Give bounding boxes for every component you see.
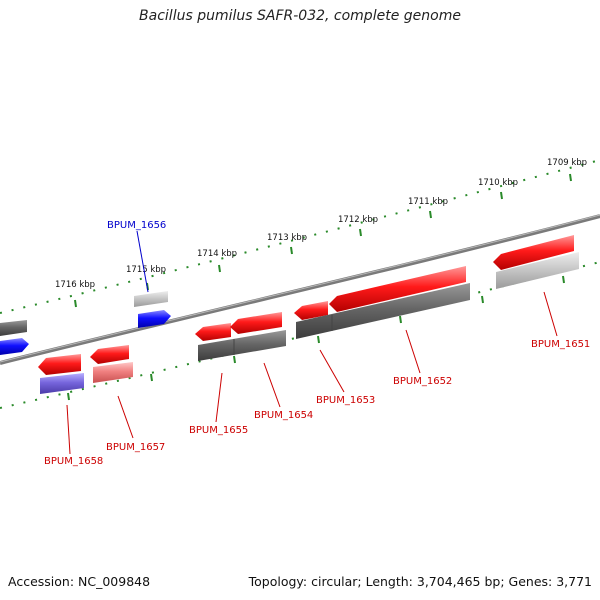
gene-dark-1653-1652[interactable] [296, 283, 470, 339]
gene-bpum-1656-light[interactable] [134, 291, 168, 307]
gene-bpum-1651[interactable] [493, 235, 574, 270]
gene-bpum-1658[interactable] [38, 354, 81, 375]
scale-label-1709: 1709 kbp [547, 158, 587, 168]
gene-label-bpum-1653[interactable]: BPUM_1653 [316, 395, 375, 406]
topology-text: Topology: circular; Length: 3,704,465 bp… [248, 574, 592, 589]
gene-bpum-1657-pink[interactable] [93, 362, 133, 383]
scale-label-1711: 1711 kbp [408, 197, 448, 207]
gene-left-blue[interactable] [0, 338, 29, 355]
gene-label-bpum-1655[interactable]: BPUM_1655 [189, 425, 248, 436]
gene-label-bpum-1657[interactable]: BPUM_1657 [106, 442, 165, 453]
scale-label-1714: 1714 kbp [197, 249, 237, 259]
gene-label-bpum-1656[interactable]: BPUM_1656 [107, 220, 166, 231]
gene-left-dark[interactable] [0, 320, 27, 336]
scale-label-1716: 1716 kbp [55, 280, 95, 290]
scale-label-1715: 1715 kbp [126, 265, 166, 275]
gene-bpum-1653[interactable] [294, 301, 328, 320]
scale-label-1710: 1710 kbp [478, 178, 518, 188]
scale-label-1712: 1712 kbp [338, 215, 378, 225]
scale-label-1713: 1713 kbp [267, 233, 307, 243]
gene-label-bpum-1651[interactable]: BPUM_1651 [531, 339, 590, 350]
map-title: Bacillus pumilus SAFR-032, complete geno… [139, 8, 461, 24]
gene-bpum-1657[interactable] [90, 345, 129, 364]
gene-bpum-1654[interactable] [230, 312, 282, 334]
gene-bpum-1656[interactable] [138, 310, 171, 328]
gene-dark-1655-1654[interactable] [198, 330, 286, 361]
genome-backbone [0, 214, 600, 365]
gene-bpum-1655[interactable] [195, 323, 231, 341]
gene-bpum-1651-light[interactable] [496, 252, 579, 289]
accession-text: Accession: NC_009848 [8, 574, 151, 589]
gene-bpum-1652[interactable] [329, 266, 466, 312]
inner-major-ticks [67, 275, 565, 401]
label-leader-lines [66, 230, 558, 455]
gene-label-bpum-1652[interactable]: BPUM_1652 [393, 376, 452, 387]
gene-label-bpum-1654[interactable]: BPUM_1654 [254, 410, 313, 421]
gene-label-bpum-1658[interactable]: BPUM_1658 [44, 456, 103, 467]
gene-bpum-1658-purple[interactable] [40, 373, 84, 394]
